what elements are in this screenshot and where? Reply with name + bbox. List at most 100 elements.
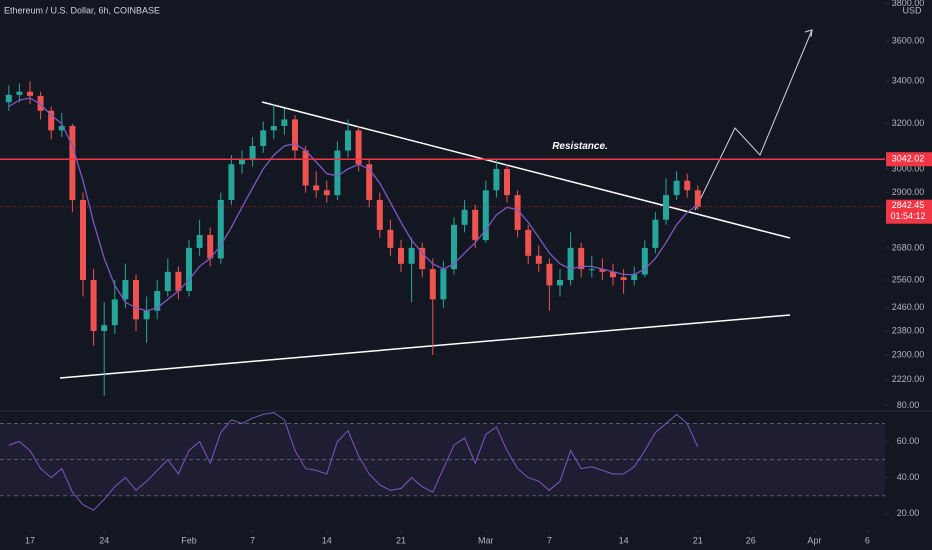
- candle-body: [132, 279, 139, 320]
- currency-label: USD: [902, 5, 922, 15]
- candle-body: [79, 199, 86, 280]
- candle-body: [663, 195, 670, 220]
- projection-path: [694, 29, 813, 211]
- candle-body: [334, 150, 341, 196]
- candle-body: [207, 234, 214, 259]
- moving-average: [8, 97, 699, 312]
- x-tick-label: Feb: [181, 535, 197, 545]
- price-tag: [886, 199, 932, 224]
- candle-body: [673, 180, 680, 196]
- x-tick-label: 21: [396, 535, 406, 545]
- x-tick-label: 17: [25, 535, 35, 545]
- candle-body: [260, 130, 267, 147]
- countdown-label: 01:54:12: [890, 211, 925, 221]
- x-tick-label: 7: [250, 535, 255, 545]
- candle-body: [461, 209, 468, 225]
- candle-body: [535, 255, 542, 264]
- resistance-text: Resistance.: [552, 141, 608, 152]
- candle-body: [588, 269, 595, 271]
- x-tick-label: 14: [322, 535, 332, 545]
- x-tick-label: 6: [865, 535, 870, 545]
- candle-body: [69, 125, 76, 200]
- y-tick-label: 2460.00: [892, 302, 925, 312]
- candle-body: [355, 130, 362, 165]
- y-tick-label: 2380.00: [892, 325, 925, 335]
- chart-title: Ethereum / U.S. Dollar, 6h, COINBASE: [4, 5, 160, 15]
- candle-body: [504, 168, 511, 196]
- candle-body: [175, 271, 182, 291]
- candle-body: [302, 150, 309, 186]
- x-tick-label: 21: [693, 535, 703, 545]
- candle-body: [323, 190, 330, 196]
- candle-body: [440, 269, 447, 300]
- projection-arrowhead: [804, 29, 813, 38]
- candle-body: [599, 269, 606, 272]
- candle-body: [249, 146, 256, 160]
- x-tick-label: 14: [619, 535, 629, 545]
- candle-body: [620, 277, 627, 280]
- y-tick-label: 3600.00: [892, 36, 925, 46]
- upper-trendline: [261, 101, 791, 239]
- rsi-line: [8, 412, 699, 511]
- candle-body: [185, 247, 192, 291]
- candle-body: [641, 247, 648, 275]
- candle-body: [37, 95, 44, 111]
- candle-body: [281, 119, 288, 126]
- candle-body: [429, 269, 436, 300]
- candle-body: [143, 310, 150, 320]
- y-tick-label: 20.00: [897, 508, 920, 518]
- x-tick-label: 7: [547, 535, 552, 545]
- y-tick-label: 3400.00: [892, 76, 925, 86]
- candle-body: [567, 247, 574, 280]
- candle-body: [546, 263, 553, 286]
- drawings: [59, 29, 813, 379]
- y-tick-label: 80.00: [897, 400, 920, 410]
- price-tag: [886, 152, 932, 167]
- candle-body: [493, 168, 500, 191]
- candle-body: [652, 219, 659, 248]
- resistance-tag-label: 3042.02: [892, 154, 925, 164]
- x-tick-label: Apr: [807, 535, 821, 545]
- candle-body: [578, 247, 585, 270]
- candle-body: [26, 91, 33, 96]
- candle-body: [387, 229, 394, 248]
- lower-trendline: [59, 314, 791, 379]
- candle-body: [525, 229, 532, 256]
- candle-body: [217, 199, 224, 259]
- candle-body: [5, 94, 12, 103]
- y-tick-label: 40.00: [897, 472, 920, 482]
- candle-body: [514, 195, 521, 230]
- candle-body: [376, 199, 383, 230]
- candle-body: [90, 279, 97, 332]
- y-tick-label: 2900.00: [892, 187, 925, 197]
- candle-body: [228, 164, 235, 200]
- candle-body: [398, 247, 405, 264]
- y-tick-label: 2300.00: [892, 349, 925, 359]
- candle-body: [631, 274, 638, 280]
- candle-body: [270, 125, 277, 131]
- candle-body: [366, 164, 373, 200]
- candle-body: [313, 185, 320, 191]
- candle-body: [419, 247, 426, 270]
- candle-body: [345, 130, 352, 151]
- y-tick-label: 2220.00: [892, 374, 925, 384]
- x-tick-label: 26: [746, 535, 756, 545]
- y-tick-label: 3000.00: [892, 163, 925, 173]
- candle-body: [111, 299, 118, 326]
- candle-body: [48, 110, 55, 131]
- candle-body: [472, 209, 479, 241]
- candle-body: [557, 279, 564, 286]
- candle-body: [154, 290, 161, 311]
- candle-body: [482, 190, 489, 241]
- x-tick-label: Mar: [478, 535, 494, 545]
- last-price-label: 2842.45: [892, 200, 925, 210]
- candle-body: [694, 190, 701, 207]
- candle-body: [196, 234, 203, 248]
- candles: [5, 81, 701, 396]
- candle-body: [451, 224, 458, 270]
- candle-body: [101, 325, 108, 332]
- candle-body: [58, 125, 65, 131]
- y-tick-label: 2680.00: [892, 242, 925, 252]
